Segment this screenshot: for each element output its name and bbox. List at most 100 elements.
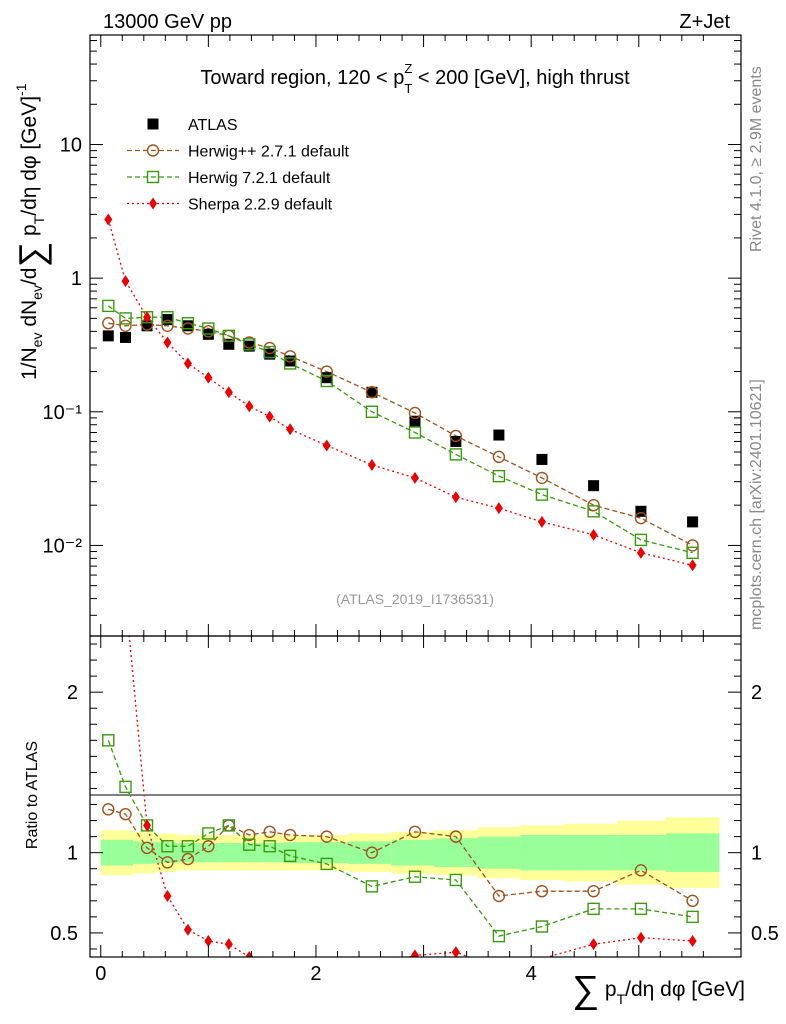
data-point — [284, 355, 296, 367]
mc-point — [202, 322, 215, 335]
ratio-point — [686, 894, 699, 908]
ratio-point — [365, 880, 379, 893]
legend-marker — [149, 197, 157, 210]
ratio-point — [183, 923, 192, 936]
ratio-point — [161, 840, 174, 853]
stat-uncertainty-band — [176, 843, 198, 863]
mc-point — [224, 386, 233, 399]
ratio-point — [243, 838, 256, 851]
legend: ATLAS Herwig++ 2.7.1 default Herwig 7.2.1 … — [127, 117, 350, 214]
mc-point — [449, 448, 463, 461]
ratio-point — [410, 949, 419, 957]
mc-point — [286, 423, 295, 436]
data-point — [120, 331, 132, 343]
y-tick-label: 10⁻² — [43, 535, 83, 557]
mc-point — [367, 458, 376, 471]
mc-point — [634, 511, 648, 525]
stat-uncertainty-band — [665, 833, 720, 872]
stat-uncertainty-band — [348, 841, 392, 864]
ratio-point — [102, 734, 115, 747]
ratio-point — [449, 873, 463, 887]
mc-point — [686, 539, 699, 552]
ratio-point — [492, 929, 506, 943]
mc-point — [365, 386, 379, 399]
ratio-point — [686, 910, 699, 924]
mc-point — [320, 365, 333, 378]
mc-point — [243, 338, 256, 351]
mc-point — [587, 505, 600, 518]
mc-point — [537, 515, 546, 528]
ratio-point — [587, 884, 600, 898]
ratio-point — [589, 938, 598, 951]
x-tick-label: 4 — [526, 963, 537, 985]
mc-point — [535, 488, 549, 501]
legend-label: Sherpa 2.2.9 default — [188, 197, 333, 214]
ratio-point — [365, 846, 379, 859]
mc-point — [492, 469, 506, 483]
ratio-point — [181, 852, 195, 866]
mc-point — [535, 471, 549, 485]
ratio-axes: 2 2 1 1 0.5 0.5 0 2 4 — [50, 636, 779, 985]
ratio-point — [202, 840, 215, 853]
ratio-point — [119, 780, 132, 794]
ratio-point — [224, 938, 233, 951]
y-tick-label: 10 — [60, 135, 82, 157]
x-tick-label: 2 — [310, 963, 321, 985]
mc-point — [634, 533, 648, 547]
ratio-series-line — [107, 740, 693, 937]
stat-uncertainty-band — [305, 842, 349, 864]
ratio-point — [320, 857, 333, 871]
ratio-point — [202, 827, 215, 840]
y-tick-label: 1 — [71, 268, 82, 290]
mc-point — [410, 471, 419, 484]
stat-uncertainty-band — [563, 835, 618, 871]
mc-point — [161, 319, 174, 333]
ratio-point — [119, 807, 132, 821]
ratio-plot-panel: 2 2 1 1 0.5 0.5 0 2 4 — [50, 635, 779, 985]
mc-point — [161, 311, 174, 324]
ratio-point — [181, 840, 195, 853]
ratio-y-tick-label-right: 1 — [751, 843, 762, 865]
y-axis-title: 1/Nev dNev/d∑ pT/dη dφ [GeV]-1 — [11, 83, 52, 380]
mc-point — [104, 213, 113, 226]
ratio-point — [449, 830, 463, 843]
stat-uncertainty-band — [391, 839, 435, 866]
ratio-point — [320, 830, 333, 843]
mc-point — [183, 357, 192, 370]
mc-point — [121, 275, 130, 288]
ratio-y-axis-title: Ratio to ATLAS — [24, 741, 41, 849]
y-tick-label: 10⁻¹ — [43, 402, 83, 424]
stat-uncertainty-band — [434, 838, 478, 868]
main-axes: 10 1 10⁻¹ 10⁻² — [43, 35, 741, 636]
ratio-point — [408, 825, 422, 839]
x-axis-title: ∑ pT/dη dφ [GeV] — [572, 969, 745, 1011]
data-point — [141, 320, 153, 332]
mc-point — [492, 450, 506, 464]
ratio-point — [587, 902, 600, 916]
ratio-point — [243, 828, 256, 842]
mc-point — [204, 371, 213, 384]
stat-uncertainty-band — [240, 843, 263, 863]
ratio-y-tick-label-left: 1 — [67, 843, 78, 865]
mc-point — [686, 546, 699, 560]
legend-label: Herwig++ 2.7.1 default — [188, 144, 350, 161]
ratio-point — [263, 840, 276, 853]
ratio-point — [634, 902, 648, 916]
mc-point — [222, 329, 236, 343]
mc-point — [245, 400, 254, 413]
stat-uncertainty-band — [283, 842, 306, 864]
mc-point — [119, 312, 132, 325]
stat-uncertainty-band — [100, 839, 134, 866]
mc-point — [408, 426, 422, 439]
mc-point — [265, 410, 274, 423]
mc-point — [449, 429, 463, 443]
ratio-plot-marks — [102, 636, 699, 957]
uncertainty-bands — [100, 817, 720, 888]
data-point — [223, 338, 235, 350]
ratio-y-tick-label-right: 2 — [751, 682, 762, 704]
stat-uncertainty-band — [197, 843, 220, 863]
mc-point — [102, 317, 115, 330]
ratio-series-line — [108, 808, 693, 902]
ratio-point — [204, 934, 213, 947]
